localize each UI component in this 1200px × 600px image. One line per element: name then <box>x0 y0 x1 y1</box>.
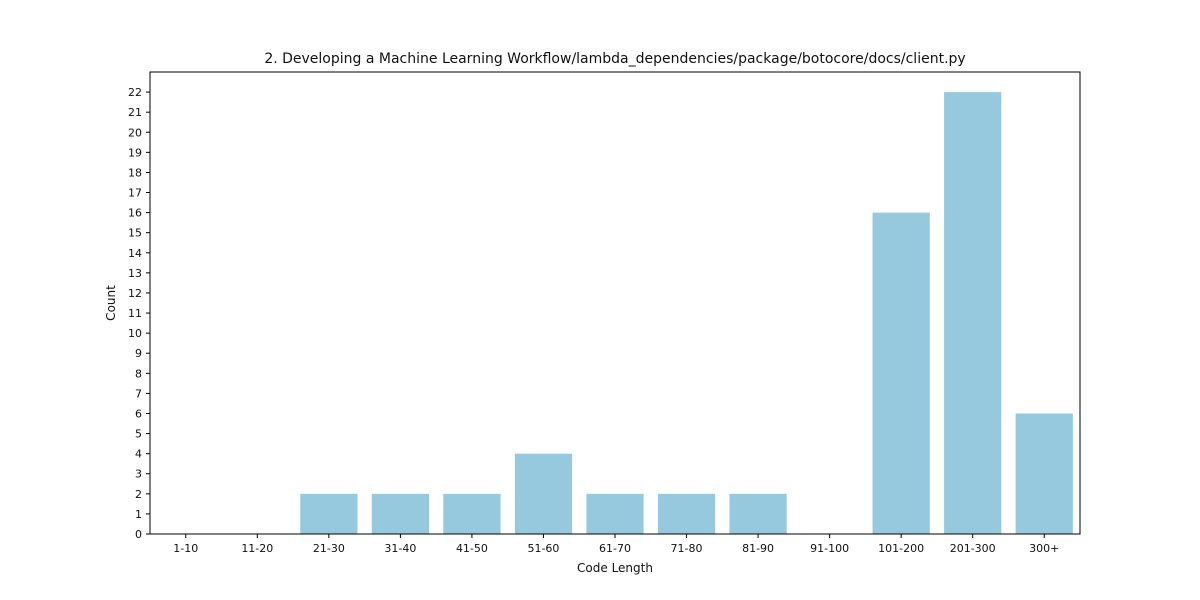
bar-31-40 <box>371 493 429 534</box>
x-tick-label: 21-30 <box>313 542 345 555</box>
x-tick-label: 101-200 <box>878 542 924 555</box>
y-tick-label: 5 <box>135 428 142 441</box>
y-tick-label: 14 <box>128 247 142 260</box>
y-tick-label: 13 <box>128 267 142 280</box>
y-tick-label: 6 <box>135 407 142 420</box>
bar-61-70 <box>586 493 644 534</box>
bar-201-300 <box>944 92 1002 534</box>
x-tick-label: 91-100 <box>810 542 849 555</box>
y-tick-label: 1 <box>135 508 142 521</box>
x-tick-label: 1-10 <box>173 542 198 555</box>
y-tick-label: 8 <box>135 367 142 380</box>
bar-21-30 <box>300 493 358 534</box>
chart-title: 2. Developing a Machine Learning Workflo… <box>264 51 965 67</box>
bars <box>300 92 1073 535</box>
y-tick-label: 3 <box>135 468 142 481</box>
bar-51-60 <box>514 453 573 534</box>
y-tick-label: 4 <box>135 448 142 461</box>
y-tick-label: 2 <box>135 488 142 501</box>
y-tick-label: 19 <box>128 146 142 159</box>
x-tick-label: 11-20 <box>241 542 273 555</box>
y-tick-label: 10 <box>128 327 142 340</box>
bar-81-90 <box>729 493 787 534</box>
y-tick-label: 17 <box>128 187 142 200</box>
x-tick-label: 41-50 <box>456 542 488 555</box>
y-tick-label: 9 <box>135 347 142 360</box>
bar-300+ <box>1015 413 1073 534</box>
y-tick-label: 18 <box>128 166 142 179</box>
y-tick-label: 16 <box>128 207 142 220</box>
plot-area-frame <box>149 71 1081 535</box>
x-tick-label: 81-90 <box>742 542 774 555</box>
x-tick-label: 300+ <box>1029 542 1059 555</box>
bar-101-200 <box>872 212 930 535</box>
y-tick-label: 15 <box>128 227 142 240</box>
x-tick-label: 31-40 <box>384 542 416 555</box>
y-tick-label: 11 <box>128 307 142 320</box>
x-tick-label: 61-70 <box>599 542 631 555</box>
y-tick-label: 20 <box>128 126 142 139</box>
bar-71-80 <box>657 493 716 534</box>
y-tick-label: 12 <box>128 287 142 300</box>
y-tick-label: 21 <box>128 106 142 119</box>
x-axis-ticks: 1-10 11-20 21-30 31-40 41-50 51-60 61-70 71-80 8… <box>173 534 1059 555</box>
y-tick-label: 7 <box>135 387 142 400</box>
y-tick-label: 0 <box>135 528 142 541</box>
x-axis-label: Code Length <box>577 561 653 575</box>
x-tick-label: 201-300 <box>950 542 996 555</box>
bar-41-50 <box>443 493 501 534</box>
x-tick-label: 71-80 <box>671 542 703 555</box>
y-tick-label: 22 <box>128 86 142 99</box>
y-axis-label: Count <box>104 285 118 321</box>
x-tick-label: 51-60 <box>527 542 559 555</box>
